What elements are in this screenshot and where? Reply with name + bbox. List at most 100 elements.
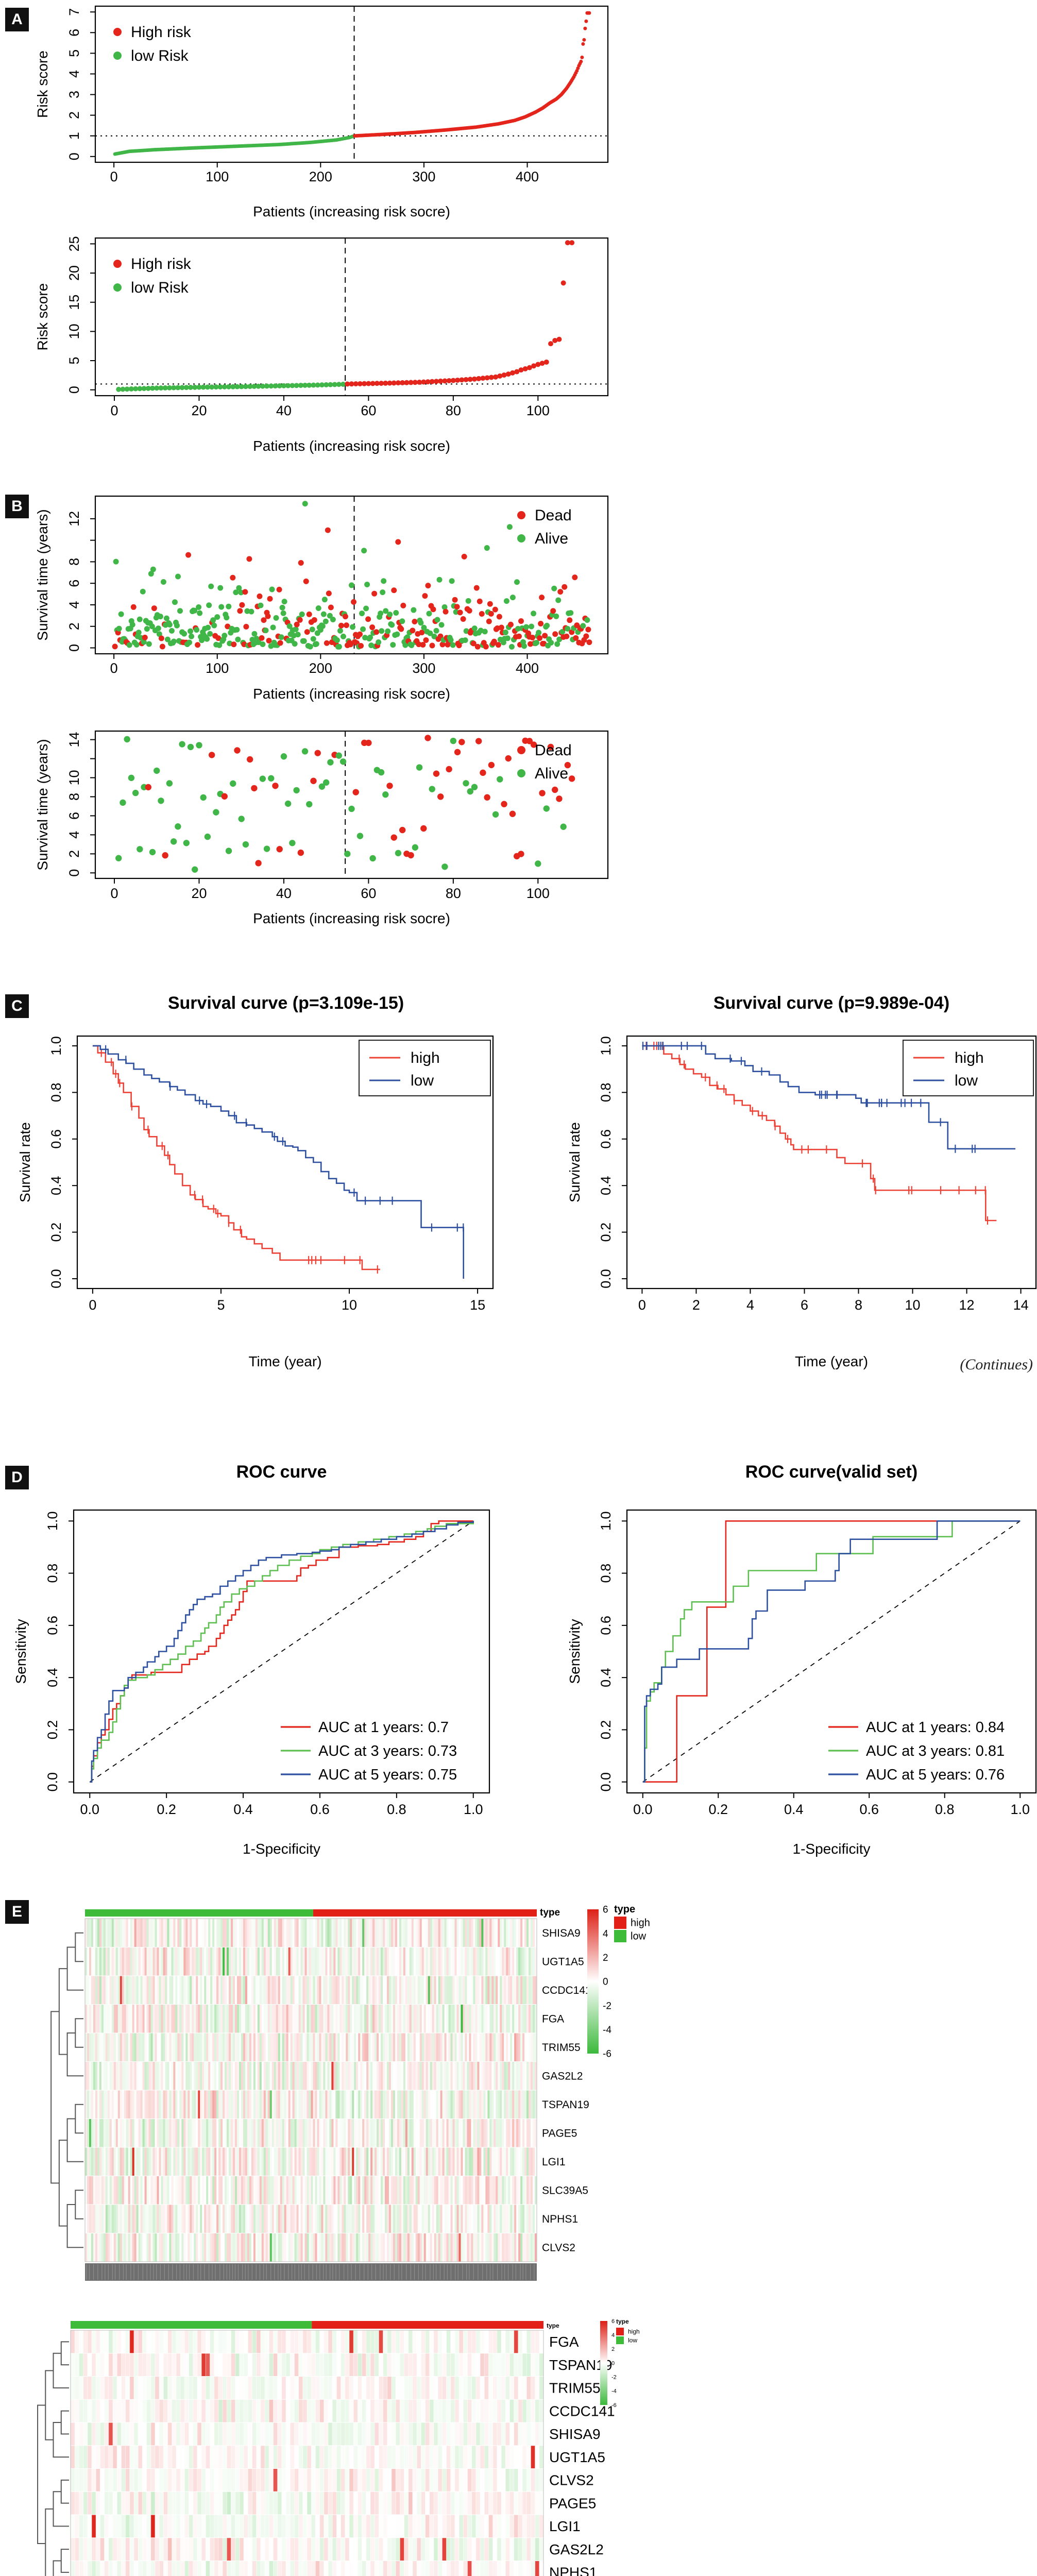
svg-text:1.0: 1.0 [464, 1802, 483, 1817]
svg-text:0.4: 0.4 [784, 1802, 804, 1817]
svg-text:0.8: 0.8 [48, 1083, 64, 1103]
svg-text:0.0: 0.0 [598, 1772, 614, 1792]
svg-text:TRIM55: TRIM55 [542, 2042, 581, 2054]
panel-label-c: C [5, 994, 29, 1018]
panel-label-b: B [5, 495, 29, 518]
svg-text:2: 2 [66, 111, 82, 119]
svg-text:0.2: 0.2 [708, 1802, 728, 1817]
svg-text:6: 6 [801, 1297, 808, 1313]
svg-text:400: 400 [516, 660, 539, 676]
svg-text:0: 0 [110, 886, 118, 901]
svg-text:Sensitivity: Sensitivity [567, 1619, 583, 1684]
svg-text:0: 0 [110, 169, 118, 184]
svg-text:20: 20 [66, 265, 82, 281]
svg-text:25: 25 [66, 236, 82, 251]
svg-text:Risk score: Risk score [35, 283, 50, 351]
svg-text:Alive: Alive [535, 530, 568, 547]
svg-text:0.2: 0.2 [45, 1720, 60, 1740]
svg-text:UGT1A5: UGT1A5 [542, 1956, 584, 1968]
svg-text:type: type [547, 2322, 559, 2329]
svg-text:low: low [411, 1072, 434, 1089]
svg-text:40: 40 [276, 886, 292, 901]
svg-text:0.6: 0.6 [45, 1616, 60, 1635]
svg-text:0.0: 0.0 [80, 1802, 99, 1817]
svg-text:15: 15 [66, 295, 82, 310]
svg-text:AUC at 3 years: 0.73: AUC at 3 years: 0.73 [318, 1743, 457, 1759]
svg-text:0.8: 0.8 [598, 1564, 614, 1583]
svg-text:0.2: 0.2 [157, 1802, 176, 1817]
svg-text:6: 6 [66, 580, 82, 587]
svg-text:0.8: 0.8 [935, 1802, 955, 1817]
svg-text:8: 8 [66, 558, 82, 566]
svg-text:8: 8 [66, 793, 82, 801]
svg-text:low Risk: low Risk [131, 47, 189, 64]
svg-text:0.4: 0.4 [233, 1802, 253, 1817]
svg-text:200: 200 [309, 169, 332, 184]
svg-text:Survival time (years): Survival time (years) [35, 509, 50, 640]
svg-text:0.4: 0.4 [45, 1668, 60, 1687]
svg-text:PAGE5: PAGE5 [542, 2128, 577, 2140]
svg-text:Survival time (years): Survival time (years) [35, 739, 50, 870]
svg-text:-4: -4 [603, 2025, 611, 2036]
svg-text:14: 14 [1013, 1297, 1029, 1313]
svg-text:5: 5 [66, 49, 82, 57]
svg-text:Alive: Alive [535, 765, 568, 782]
svg-text:0.8: 0.8 [387, 1802, 406, 1817]
panel-label-a: A [5, 8, 29, 31]
svg-text:CCDC141: CCDC141 [542, 1985, 591, 1996]
svg-text:6: 6 [66, 29, 82, 37]
svg-text:LGI1: LGI1 [542, 2156, 566, 2168]
svg-text:Risk score: Risk score [35, 50, 50, 118]
svg-text:80: 80 [446, 403, 461, 418]
survival-curve-train-title: Survival curve (p=3.109e-15) [167, 993, 404, 1013]
svg-text:1.0: 1.0 [598, 1036, 614, 1056]
svg-text:type: type [614, 1904, 635, 1915]
svg-text:0.8: 0.8 [598, 1083, 614, 1103]
svg-text:200: 200 [309, 660, 332, 676]
svg-text:Patients (increasing risk socr: Patients (increasing risk socre) [253, 686, 450, 702]
svg-text:Survival rate: Survival rate [567, 1122, 583, 1202]
svg-text:10: 10 [66, 324, 82, 339]
svg-text:0.2: 0.2 [598, 1223, 614, 1242]
svg-text:0.2: 0.2 [48, 1223, 64, 1242]
svg-text:2: 2 [66, 622, 82, 630]
svg-text:High risk: High risk [131, 24, 192, 41]
svg-text:1: 1 [66, 132, 82, 140]
svg-text:low Risk: low Risk [131, 279, 189, 296]
svg-text:6: 6 [66, 812, 82, 820]
svg-text:4: 4 [66, 601, 82, 608]
roc-curve-valid-title: ROC curve(valid set) [745, 1462, 918, 1482]
svg-text:SHISA9: SHISA9 [542, 1927, 581, 1939]
svg-text:Time (year): Time (year) [795, 1353, 868, 1369]
svg-text:0: 0 [110, 403, 118, 418]
svg-text:AUC at 1 years: 0.7: AUC at 1 years: 0.7 [318, 1719, 449, 1736]
svg-text:5: 5 [217, 1297, 225, 1313]
svg-text:15: 15 [470, 1297, 485, 1313]
svg-text:100: 100 [206, 660, 229, 676]
svg-text:0.6: 0.6 [310, 1802, 330, 1817]
svg-text:2: 2 [66, 850, 82, 858]
svg-text:Patients (increasing risk socr: Patients (increasing risk socre) [253, 910, 450, 926]
survival-curve-valid-title: Survival curve (p=9.989e-04) [713, 993, 950, 1013]
svg-text:high: high [631, 1918, 650, 1929]
svg-text:FGA: FGA [542, 2013, 564, 2025]
svg-text:high: high [411, 1049, 440, 1066]
svg-text:low: low [631, 1931, 647, 1942]
svg-text:7: 7 [66, 8, 82, 16]
svg-text:0.6: 0.6 [598, 1616, 614, 1635]
svg-text:0.2: 0.2 [598, 1720, 614, 1740]
svg-text:300: 300 [412, 660, 435, 676]
svg-text:10: 10 [905, 1297, 921, 1313]
svg-text:1.0: 1.0 [45, 1511, 60, 1531]
panel-label-d: D [5, 1466, 29, 1489]
svg-text:Dead: Dead [535, 742, 572, 759]
svg-text:400: 400 [516, 169, 539, 184]
svg-text:1-Specificity: 1-Specificity [793, 1841, 871, 1857]
svg-text:60: 60 [361, 403, 376, 418]
svg-text:4: 4 [603, 1928, 608, 1939]
svg-text:TSPAN19: TSPAN19 [542, 2099, 589, 2111]
svg-text:1.0: 1.0 [1010, 1802, 1030, 1817]
svg-text:Survival rate: Survival rate [17, 1122, 33, 1202]
